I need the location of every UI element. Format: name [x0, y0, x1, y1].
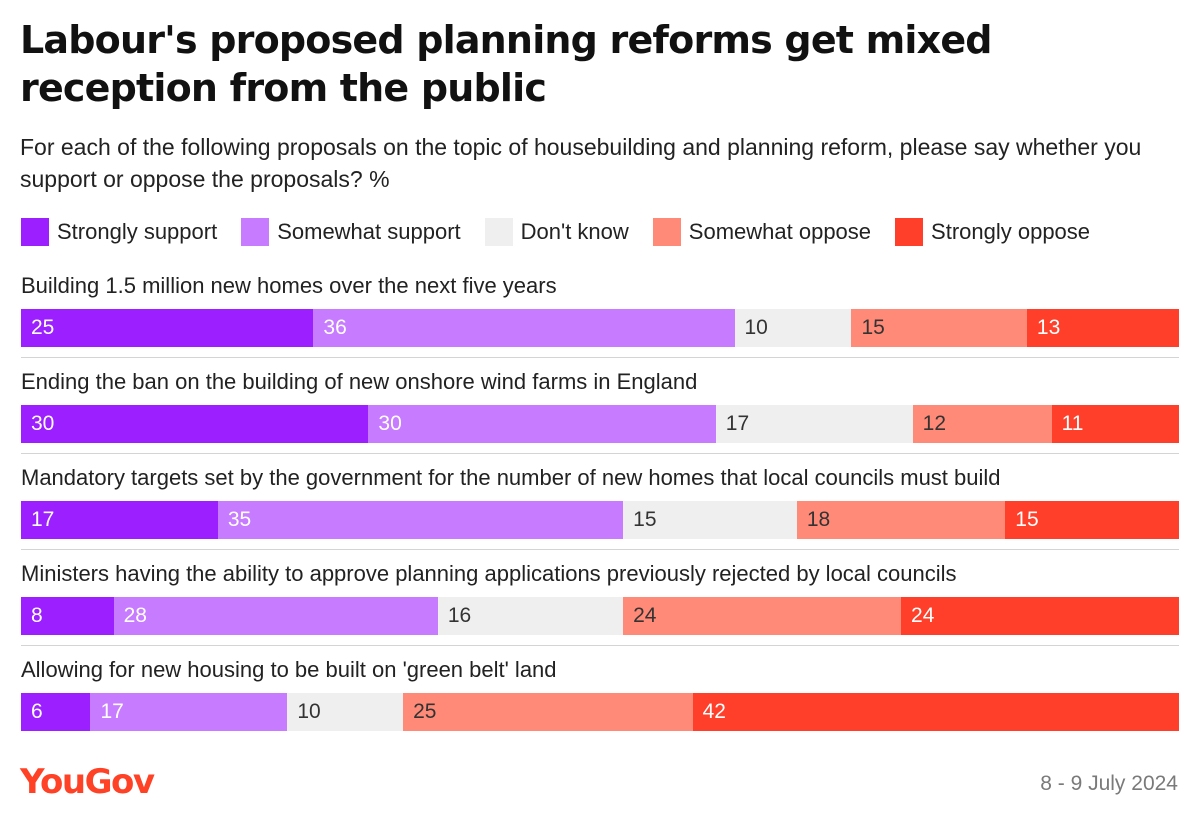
- legend-label: Strongly oppose: [931, 219, 1091, 244]
- legend-swatch: [895, 218, 924, 246]
- row-label: Ending the ban on the building of new on…: [21, 369, 698, 394]
- bar-segment: 15: [1005, 501, 1179, 539]
- row-divider: [21, 549, 1179, 550]
- row-divider: [21, 645, 1179, 646]
- row-divider: [21, 357, 1179, 358]
- legend-swatch: [652, 218, 681, 246]
- legend-item-somewhat-support: Somewhat support: [241, 218, 461, 246]
- bar-segment: 30: [368, 405, 716, 443]
- legend: Strongly support Somewhat support Don't …: [21, 216, 1114, 248]
- bar-segment: 15: [623, 501, 797, 539]
- bar-segment: 6: [21, 693, 91, 731]
- bar-segment: 18: [796, 501, 1006, 539]
- bar-segment: 13: [1026, 309, 1179, 347]
- bar-segment: 30: [21, 405, 369, 443]
- bar-segment: 16: [437, 597, 624, 635]
- row-label: Mandatory targets set by the government …: [21, 465, 1001, 490]
- chart-subtitle: For each of the following proposals on t…: [20, 134, 1142, 192]
- row-label: Ministers having the ability to approve …: [21, 561, 957, 586]
- bar-row: 8 28 16 24 24: [21, 597, 1179, 635]
- bar-segment: 35: [217, 501, 624, 539]
- legend-item-somewhat-oppose: Somewhat oppose: [652, 218, 872, 246]
- chart-title: Labour's proposed planning reforms get m…: [20, 18, 993, 110]
- legend-label: Don't know: [520, 219, 629, 244]
- bar-segment: 24: [901, 597, 1179, 635]
- legend-swatch: [21, 218, 49, 246]
- row-divider: [21, 453, 1179, 454]
- bar-segment: 8: [21, 597, 114, 635]
- legend-swatch: [241, 218, 270, 246]
- legend-label: Strongly support: [57, 219, 218, 244]
- yougov-logo: YouGov: [20, 762, 155, 802]
- bar-segment: 42: [692, 693, 1179, 731]
- bar-row: 6 17 10 25 42: [21, 693, 1179, 731]
- legend-label: Somewhat support: [277, 219, 461, 244]
- bar-segment: 15: [851, 309, 1027, 347]
- legend-item-strongly-oppose: Strongly oppose: [895, 218, 1090, 246]
- bar-row: 25 36 10 15 13: [21, 309, 1179, 347]
- bar-segment: 36: [313, 309, 735, 347]
- bar-segment: 17: [21, 501, 218, 539]
- survey-date: 8 - 9 July 2024: [1040, 772, 1178, 795]
- legend-item-dont-know: Don't know: [484, 218, 629, 246]
- bar-segment: 12: [912, 405, 1052, 443]
- row-label: Building 1.5 million new homes over the …: [21, 273, 557, 298]
- bar-segment: 11: [1051, 405, 1179, 443]
- bar-segment: 25: [403, 693, 693, 731]
- bar-row: 30 30 17 12 11: [21, 405, 1179, 443]
- legend-label: Somewhat oppose: [688, 219, 872, 244]
- bar-segment: 17: [90, 693, 288, 731]
- bar-segment: 10: [287, 693, 404, 731]
- legend-item-strongly-support: Strongly support: [21, 218, 217, 246]
- bar-segment: 25: [21, 309, 314, 347]
- bar-segment: 24: [623, 597, 902, 635]
- bar-segment: 28: [113, 597, 438, 635]
- bar-segment: 17: [715, 405, 913, 443]
- bar-segment: 10: [734, 309, 852, 347]
- bar-row: 17 35 15 18 15: [21, 501, 1179, 539]
- legend-swatch: [484, 218, 513, 246]
- row-label: Allowing for new housing to be built on …: [21, 657, 557, 682]
